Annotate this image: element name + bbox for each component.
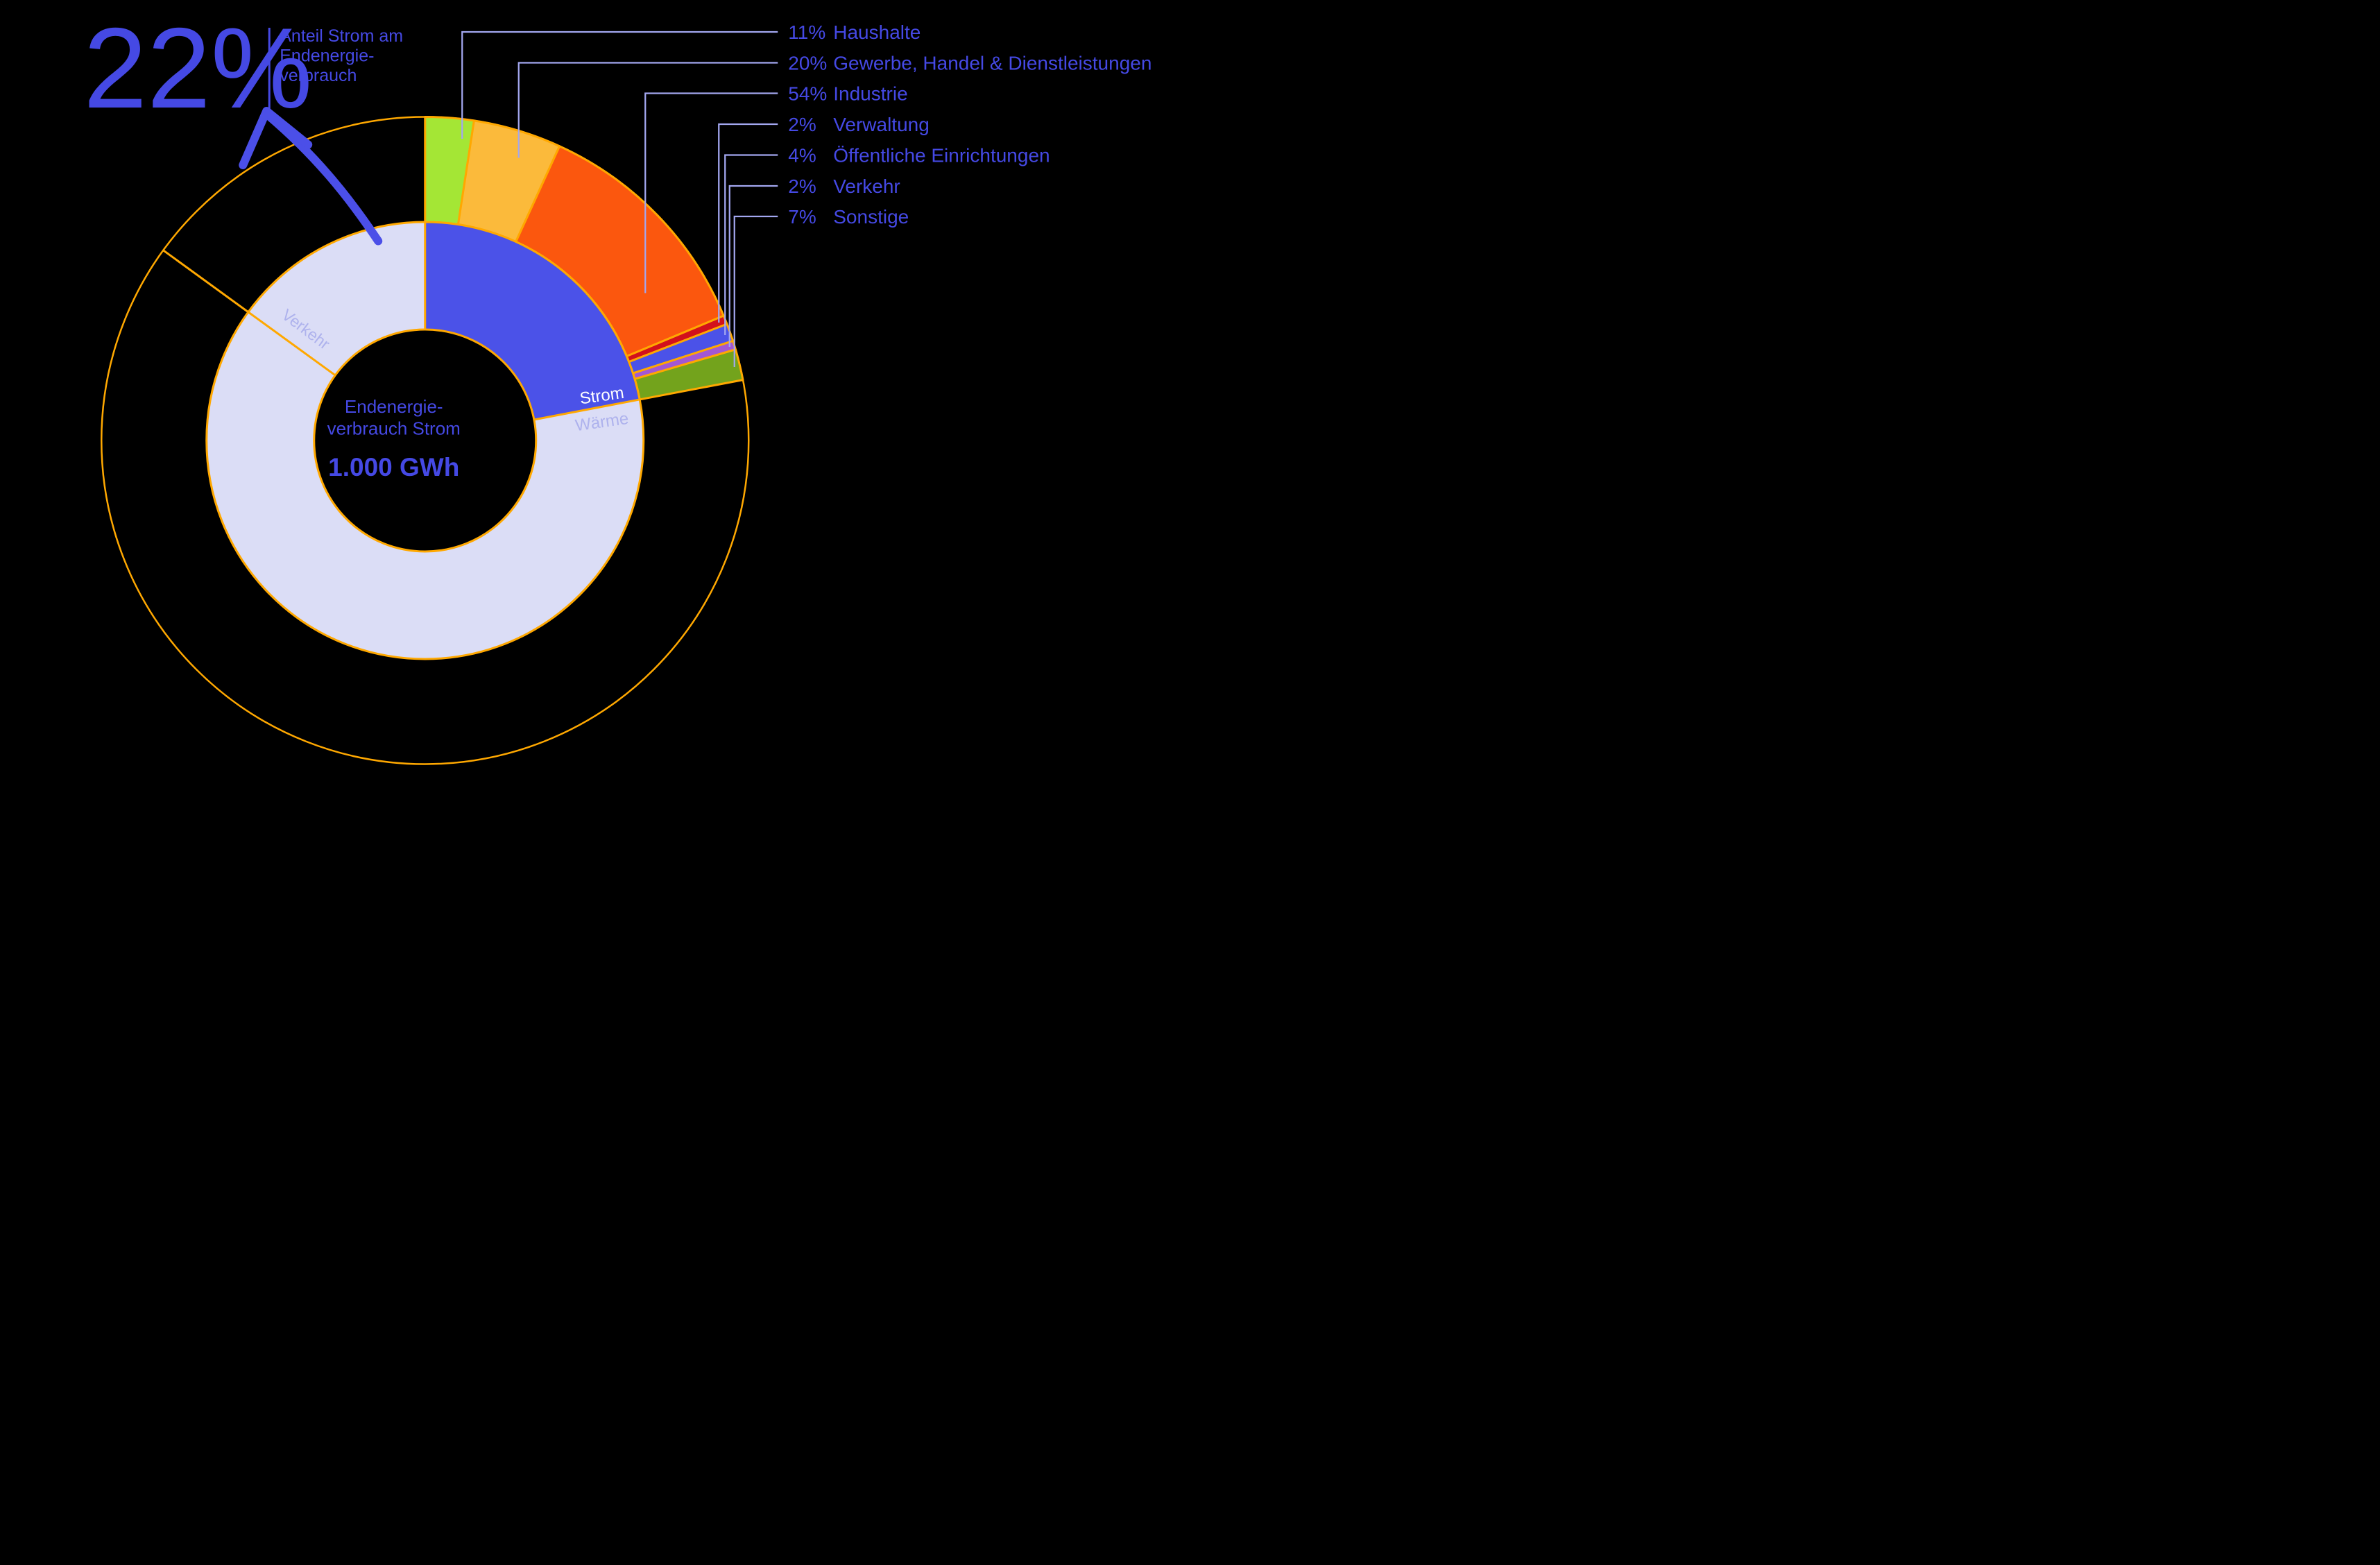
center-circle [313, 328, 538, 553]
arrow-head [239, 107, 313, 169]
legend-label: Haushalte [833, 22, 921, 43]
legend-leader-line [461, 31, 778, 139]
legend-row-5: 4% Öffentliche Einrichtungen [724, 145, 1050, 335]
legend-label: Verwaltung [833, 114, 930, 135]
legend-label: Industrie [833, 83, 907, 105]
legend-row-1: 11% Haushalte [461, 22, 921, 139]
legend-percent: 2% [788, 114, 816, 135]
legend-percent: 11% [788, 22, 825, 43]
legend: 11% Haushalte 20% Gewerbe, Handel & Dienstl… [461, 22, 1152, 367]
legend-leader-line [718, 123, 778, 323]
legend-percent: 2% [788, 176, 816, 197]
callout-arrow-icon [239, 107, 383, 246]
callout-label-line3: verbrauch [280, 66, 357, 85]
center-label-line2: verbrauch Strom [327, 418, 461, 439]
legend-leader-line [733, 215, 778, 367]
legend-percent: 20% [788, 53, 827, 74]
legend-leader-line [728, 185, 778, 347]
legend-row-3: 54% Industrie [644, 83, 908, 293]
legend-label: Sonstige [833, 206, 909, 228]
callout-label-line1: Anteil Strom am [280, 26, 403, 46]
callout-value: 22% [83, 4, 312, 132]
share-callout: 22% Anteil Strom am Endenergie- verbrauc… [83, 4, 403, 132]
legend-row-4: 2% Verwaltung [718, 114, 930, 323]
legend-percent: 54% [788, 83, 827, 105]
center-value: 1.000 GWh [328, 453, 459, 481]
legend-percent: 7% [788, 206, 816, 228]
legend-row-7: 7% Sonstige [733, 206, 909, 367]
legend-leader-line [644, 92, 778, 293]
divider-waerme-verkehr [162, 249, 336, 377]
legend-percent: 4% [788, 145, 816, 166]
energy-sunburst-chart: Strom Wärme Verkehr Endenergie- verbrauc… [83, 4, 1152, 765]
callout-label-line2: Endenergie- [280, 46, 374, 66]
legend-leader-line [724, 154, 778, 335]
legend-label: Gewerbe, Handel & Dienstleistungen [833, 53, 1152, 74]
legend-row-6: 2% Verkehr [728, 176, 900, 347]
center-label-line1: Endenergie- [345, 396, 443, 417]
outer-ring-wedges [424, 116, 744, 401]
legend-row-2: 20% Gewerbe, Handel & Dienstleistungen [517, 53, 1152, 158]
legend-label: Verkehr [833, 176, 900, 197]
legend-leader-line [517, 62, 778, 158]
legend-label: Öffentliche Einrichtungen [833, 145, 1050, 166]
